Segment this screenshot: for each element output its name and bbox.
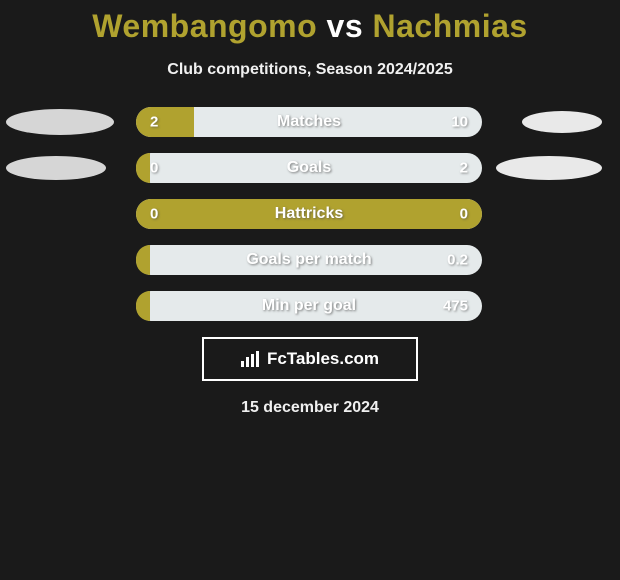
comparison-row: 0.2 Goals per match: [0, 245, 620, 275]
comparison-row: 0 0 Hattricks: [0, 199, 620, 229]
stat-bar: 0.2 Goals per match: [136, 245, 482, 275]
brand-badge: FcTables.com: [202, 337, 418, 381]
bar-left-fill: [136, 291, 150, 321]
bar-left-fill: [136, 107, 194, 137]
value-left: 0: [150, 206, 158, 223]
comparison-row: 0 2 Goals: [0, 153, 620, 183]
value-right: 2: [460, 160, 468, 177]
value-right: 0: [460, 206, 468, 223]
bar-left-fill: [136, 153, 150, 183]
player-badge-left: [6, 109, 114, 135]
stat-bar: 475 Min per goal: [136, 291, 482, 321]
brand-text: FcTables.com: [267, 349, 379, 369]
comparison-row: 475 Min per goal: [0, 291, 620, 321]
date-label: 15 december 2024: [0, 399, 620, 417]
bar-chart-icon: [241, 351, 261, 367]
metric-label: Hattricks: [275, 205, 343, 223]
value-right: 0.2: [447, 252, 468, 269]
stat-bar: 0 0 Hattricks: [136, 199, 482, 229]
metric-label: Min per goal: [262, 297, 356, 315]
title-vs: vs: [327, 8, 364, 44]
metric-label: Goals: [287, 159, 331, 177]
metric-label: Goals per match: [246, 251, 371, 269]
player-badge-left: [6, 156, 106, 180]
value-right: 10: [451, 114, 468, 131]
player-badge-right: [496, 156, 602, 180]
title-player2: Nachmias: [373, 8, 528, 44]
page-title: Wembangomo vs Nachmias: [0, 0, 620, 45]
value-right: 475: [443, 298, 468, 315]
comparison-rows: 2 10 Matches 0 2 Goals 0 0 Hattricks 0.2 Goals per…: [0, 107, 620, 321]
title-player1: Wembangomo: [92, 8, 317, 44]
comparison-row: 2 10 Matches: [0, 107, 620, 137]
stat-bar: 2 10 Matches: [136, 107, 482, 137]
stat-bar: 0 2 Goals: [136, 153, 482, 183]
value-left: 2: [150, 114, 158, 131]
player-badge-right: [522, 111, 602, 133]
bar-left-fill: [136, 245, 150, 275]
value-left: 0: [150, 160, 158, 177]
subtitle: Club competitions, Season 2024/2025: [0, 61, 620, 79]
metric-label: Matches: [277, 113, 341, 131]
